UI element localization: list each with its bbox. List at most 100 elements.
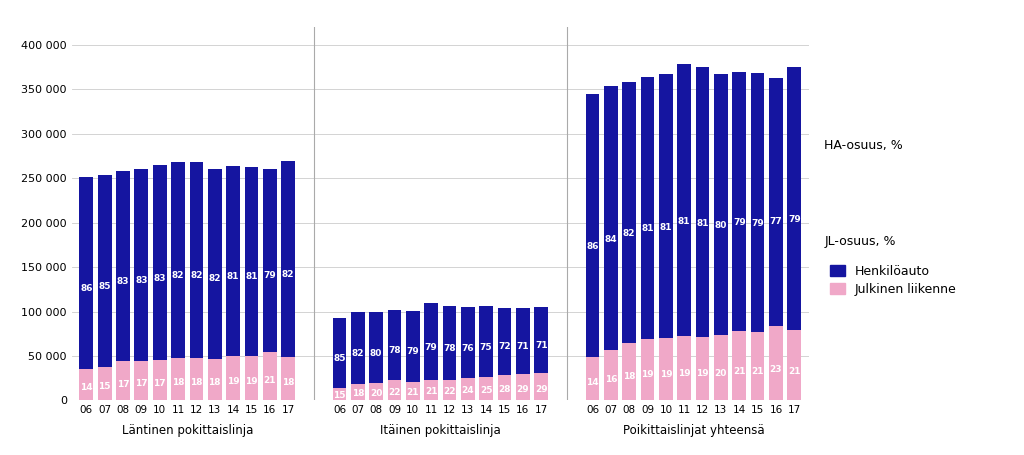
Bar xyxy=(80,369,93,400)
Text: 86: 86 xyxy=(587,243,599,251)
Bar xyxy=(498,374,511,400)
Bar xyxy=(695,337,710,400)
Bar xyxy=(263,169,276,352)
Text: 19: 19 xyxy=(696,369,709,378)
Bar xyxy=(153,165,167,360)
Text: 21: 21 xyxy=(733,367,745,376)
Bar xyxy=(388,310,401,380)
Text: 21: 21 xyxy=(788,367,801,375)
Bar xyxy=(442,379,457,400)
Bar xyxy=(208,359,221,400)
Bar xyxy=(659,74,673,339)
Text: 75: 75 xyxy=(480,343,493,352)
Text: 79: 79 xyxy=(407,347,419,356)
Text: HA-osuus, %: HA-osuus, % xyxy=(824,139,903,152)
Text: 71: 71 xyxy=(535,341,548,350)
Text: 79: 79 xyxy=(425,343,437,352)
Bar xyxy=(245,356,258,400)
Bar xyxy=(171,358,185,400)
Text: 78: 78 xyxy=(388,346,400,355)
Bar xyxy=(116,171,130,361)
Bar xyxy=(787,330,801,400)
Text: 17: 17 xyxy=(135,379,147,389)
Text: 19: 19 xyxy=(678,369,690,378)
Bar xyxy=(732,72,746,331)
Text: 79: 79 xyxy=(263,271,276,280)
Bar xyxy=(769,78,782,326)
Bar xyxy=(535,307,548,374)
Bar xyxy=(226,166,240,356)
Bar xyxy=(604,86,617,350)
Bar xyxy=(769,326,782,400)
Text: 18: 18 xyxy=(351,389,365,398)
Text: 82: 82 xyxy=(209,274,221,283)
Text: 24: 24 xyxy=(462,386,474,395)
Text: 14: 14 xyxy=(586,378,599,387)
Text: 15: 15 xyxy=(98,382,111,391)
Text: 23: 23 xyxy=(770,365,782,374)
Text: 18: 18 xyxy=(190,378,203,387)
Text: 80: 80 xyxy=(370,349,382,358)
Text: 79: 79 xyxy=(752,219,764,228)
Text: 76: 76 xyxy=(462,344,474,353)
Bar xyxy=(282,161,295,357)
Text: 80: 80 xyxy=(715,221,727,230)
Bar xyxy=(80,177,93,369)
Bar xyxy=(116,361,130,400)
Text: 18: 18 xyxy=(282,378,294,387)
Text: Poikittaislinjat yhteensä: Poikittaislinjat yhteensä xyxy=(623,424,764,437)
Text: 22: 22 xyxy=(388,388,400,396)
Text: 16: 16 xyxy=(604,375,617,384)
Text: 18: 18 xyxy=(209,379,221,387)
Text: 21: 21 xyxy=(425,387,437,396)
Bar xyxy=(333,388,346,400)
Bar xyxy=(714,74,728,335)
Text: 86: 86 xyxy=(80,284,92,293)
Bar xyxy=(282,357,295,400)
Bar xyxy=(98,367,112,400)
Bar xyxy=(98,175,112,367)
Bar xyxy=(714,335,728,400)
Bar xyxy=(424,380,438,400)
Bar xyxy=(751,332,765,400)
Text: 19: 19 xyxy=(226,377,240,386)
Text: 17: 17 xyxy=(154,379,166,388)
Text: Läntinen pokittaislinja: Läntinen pokittaislinja xyxy=(122,424,253,437)
Text: 85: 85 xyxy=(333,354,346,363)
Text: JL-osuus, %: JL-osuus, % xyxy=(824,235,896,248)
Bar xyxy=(659,339,673,400)
Bar xyxy=(461,307,475,378)
Bar xyxy=(370,313,383,383)
Bar xyxy=(208,168,221,359)
Text: 81: 81 xyxy=(678,217,690,227)
Bar xyxy=(516,308,529,374)
Text: 21: 21 xyxy=(407,388,419,397)
Text: 15: 15 xyxy=(333,391,346,399)
Text: 82: 82 xyxy=(190,271,203,280)
Text: 84: 84 xyxy=(604,235,617,243)
Text: 21: 21 xyxy=(752,367,764,376)
Bar xyxy=(351,312,365,384)
Bar xyxy=(516,374,529,400)
Text: 20: 20 xyxy=(715,369,727,378)
Bar xyxy=(641,77,654,339)
Bar xyxy=(751,74,765,332)
Text: 83: 83 xyxy=(117,277,129,286)
Legend: Henkilöauto, Julkinen liikenne: Henkilöauto, Julkinen liikenne xyxy=(830,265,956,296)
Bar xyxy=(641,339,654,400)
Bar xyxy=(604,350,617,400)
Text: 81: 81 xyxy=(696,219,709,228)
Bar xyxy=(623,82,636,343)
Text: 82: 82 xyxy=(623,229,636,238)
Bar xyxy=(263,352,276,400)
Bar xyxy=(189,358,204,400)
Bar xyxy=(370,383,383,400)
Bar xyxy=(695,67,710,337)
Text: 81: 81 xyxy=(659,223,672,232)
Bar xyxy=(134,168,148,361)
Bar xyxy=(498,308,511,374)
Bar xyxy=(535,374,548,400)
Text: 14: 14 xyxy=(80,383,92,392)
Text: 25: 25 xyxy=(480,386,493,395)
Text: 82: 82 xyxy=(351,349,365,359)
